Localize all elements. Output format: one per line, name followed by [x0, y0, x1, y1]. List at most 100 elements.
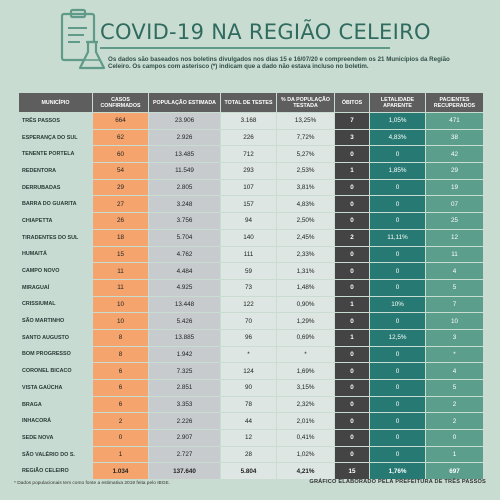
table-row: BRAGA 6 3.353 78 2,32% 0 0 2	[18, 395, 484, 414]
cell-estimated-population: 1.942	[148, 345, 221, 364]
cell-confirmed-cases: 26	[92, 212, 149, 230]
cell-percent-tested: *	[276, 345, 335, 364]
cell-municipality: CRISSIUMAL	[18, 295, 93, 314]
cell-lethality: 1,85%	[369, 162, 426, 180]
cell-deaths: 0	[334, 312, 370, 330]
cell-deaths: 0	[334, 278, 370, 297]
footnote: * Dados populacionais tem como fonte a e…	[14, 481, 170, 486]
cell-estimated-population: 4.762	[148, 245, 221, 264]
cell-lethality: 0	[369, 362, 426, 380]
cell-percent-tested: 0,90%	[276, 295, 335, 314]
cell-percent-tested: 3,81%	[276, 178, 335, 197]
table-row: TIRADENTES DO SUL 18 5.704 140 2,45% 2 11,11% 1…	[18, 228, 484, 247]
cell-recovered: 29	[425, 162, 484, 180]
total-lethality: 1,76%	[369, 462, 426, 481]
cell-confirmed-cases: 27	[92, 195, 149, 214]
cell-municipality: BRAGA	[18, 395, 93, 414]
cell-percent-tested: 2,32%	[276, 395, 335, 414]
cell-deaths: 7	[334, 112, 370, 130]
cell-deaths: 1	[334, 162, 370, 180]
total-municipality: REGIÃO CELEIRO	[18, 462, 93, 481]
covid-table: MUNICÍPIO CASOS CONFIRMADOS POPULAÇÃO ESTI…	[18, 92, 484, 481]
table-body: TRÊS PASSOS 664 23.906 3.168 13,25% 7 1,05% 471…	[18, 112, 484, 481]
table-row: BOM PROGRESSO 8 1.942 * * 0 0 *	[18, 345, 484, 364]
cell-deaths: 0	[334, 429, 370, 447]
cell-municipality: BARRA DO GUARITA	[18, 195, 93, 214]
cell-total-tests: 157	[220, 195, 277, 214]
column-header-total-tests: TOTAL DE TESTES	[220, 92, 277, 113]
total-total-tests: 5.804	[220, 462, 277, 481]
cell-estimated-population: 4.484	[148, 262, 221, 280]
cell-lethality: 0	[369, 412, 426, 431]
cell-municipality: SEDE NOVA	[18, 429, 93, 447]
cell-percent-tested: 1,31%	[276, 262, 335, 280]
cell-total-tests: 73	[220, 278, 277, 297]
cell-total-tests: 712	[220, 145, 277, 164]
cell-percent-tested: 4,83%	[276, 195, 335, 214]
cell-municipality: TIRADENTES DO SUL	[18, 228, 93, 247]
cell-confirmed-cases: 18	[92, 228, 149, 247]
cell-lethality: 4,83%	[369, 128, 426, 147]
table-row: REDENTORA 54 11.549 293 2,53% 1 1,85% 29	[18, 162, 484, 180]
cell-estimated-population: 11.549	[148, 162, 221, 180]
cell-estimated-population: 5.704	[148, 228, 221, 247]
cell-lethality: 0	[369, 212, 426, 230]
cell-deaths: 0	[334, 412, 370, 431]
table-row: CHIAPETTA 26 3.756 94 2,50% 0 0 25	[18, 212, 484, 230]
cell-confirmed-cases: 8	[92, 345, 149, 364]
page-title: COVID-19 NA REGIÃO CELEIRO	[100, 20, 431, 44]
cell-percent-tested: 0,69%	[276, 328, 335, 347]
cell-total-tests: 293	[220, 162, 277, 180]
cell-percent-tested: 1,69%	[276, 362, 335, 380]
cell-recovered: 7	[425, 295, 484, 314]
cell-total-tests: 28	[220, 445, 277, 464]
cell-recovered: 0	[425, 429, 484, 447]
cell-total-tests: *	[220, 345, 277, 364]
cell-lethality: 0	[369, 345, 426, 364]
cell-confirmed-cases: 54	[92, 162, 149, 180]
cell-estimated-population: 2.851	[148, 379, 221, 397]
cell-lethality: 11,11%	[369, 228, 426, 247]
cell-estimated-population: 2.727	[148, 445, 221, 464]
cell-percent-tested: 5,27%	[276, 145, 335, 164]
table-header-row: MUNICÍPIO CASOS CONFIRMADOS POPULAÇÃO ESTI…	[18, 92, 484, 113]
cell-percent-tested: 7,72%	[276, 128, 335, 147]
cell-estimated-population: 3.353	[148, 395, 221, 414]
clipboard-flask-icon	[60, 8, 106, 70]
cell-deaths: 1	[334, 328, 370, 347]
cell-deaths: 0	[334, 245, 370, 264]
cell-estimated-population: 2.926	[148, 128, 221, 147]
header: COVID-19 NA REGIÃO CELEIRO Os dados são …	[0, 0, 500, 92]
table-row: SÃO VALÉRIO DO S. 1 2.727 28 1,02% 0 0 1	[18, 445, 484, 464]
cell-total-tests: 226	[220, 128, 277, 147]
cell-recovered: 12	[425, 228, 484, 247]
cell-recovered: *	[425, 345, 484, 364]
cell-total-tests: 96	[220, 328, 277, 347]
cell-recovered: 2	[425, 412, 484, 431]
cell-total-tests: 94	[220, 212, 277, 230]
cell-confirmed-cases: 664	[92, 112, 149, 130]
cell-confirmed-cases: 15	[92, 245, 149, 264]
table-row: SÃO MARTINHO 10 5.426 70 1,29% 0 0 10	[18, 312, 484, 330]
cell-lethality: 0	[369, 145, 426, 164]
cell-recovered: 471	[425, 112, 484, 130]
page-description: Os dados são baseados nos boletins divul…	[108, 56, 450, 71]
cell-estimated-population: 2.805	[148, 178, 221, 197]
cell-total-tests: 44	[220, 412, 277, 431]
credit-text: GRÁFICO ELABORADO PELA PREFEITURA DE TRÊ…	[309, 479, 486, 485]
cell-total-tests: 78	[220, 395, 277, 414]
cell-percent-tested: 13,25%	[276, 112, 335, 130]
cell-municipality: CAMPO NOVO	[18, 262, 93, 280]
table-row: CAMPO NOVO 11 4.484 59 1,31% 0 0 4	[18, 262, 484, 280]
total-percent-tested: 4,21%	[276, 462, 335, 481]
cell-deaths: 0	[334, 262, 370, 280]
cell-municipality: SANTO AUGUSTO	[18, 328, 93, 347]
cell-recovered: 42	[425, 145, 484, 164]
cell-confirmed-cases: 2	[92, 412, 149, 431]
cell-deaths: 0	[334, 379, 370, 397]
cell-lethality: 0	[369, 178, 426, 197]
cell-municipality: HUMAITÁ	[18, 245, 93, 264]
total-confirmed-cases: 1.034	[92, 462, 149, 481]
cell-lethality: 1,05%	[369, 112, 426, 130]
table-row: CORONEL BICACO 6 7.325 124 1,69% 0 0 4	[18, 362, 484, 380]
